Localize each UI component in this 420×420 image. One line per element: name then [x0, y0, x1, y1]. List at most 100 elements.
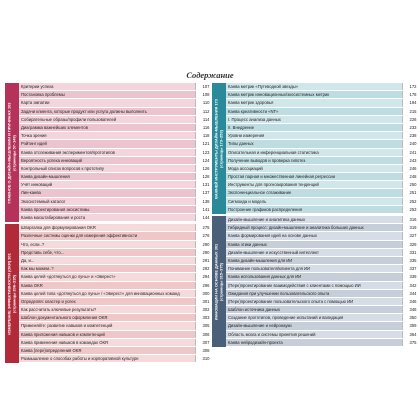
toc-entry-title: Канва целей типа «дотянуться до луны» / … [19, 289, 195, 297]
toc-entry[interactable]: Как рассчитать ключевые результаты? 302 [19, 306, 211, 315]
toc-entry-title: Канва метрик инновационных/экосистемных … [226, 91, 402, 99]
toc-entry-title: Канва масштабирования и роста [19, 214, 195, 222]
toc-entry[interactable]: Канва использования данных для ИИ 339 [226, 273, 418, 282]
toc-entry[interactable]: Канва масштабирования и роста 144 [19, 214, 211, 223]
toc-entry-title: Типы данных [226, 140, 402, 148]
toc-entry[interactable]: Определяя: кластер и успех 301 [19, 297, 211, 307]
toc-entry[interactable]: Канва дизайн-мышления для ИИ 335 [226, 256, 418, 266]
toc-entry[interactable]: Лин-канва 137 [19, 189, 211, 198]
toc-entry[interactable]: Канва метрик инновационных/экосистемных … [226, 91, 418, 100]
toc-entry[interactable]: Построение графиков распределения 253 [226, 205, 418, 214]
toc-entry[interactable]: Мода ассоциаций 246 [226, 164, 418, 174]
toc-entry[interactable]: Диаграмма важнейших элементов 116 [19, 123, 211, 133]
left-column: ГЛАВНОЕ О ДИЗАЙН-МЫШЛЕНИИ И ПРИЧИНАХ 103… [5, 83, 211, 364]
toc-entry-title: Задачи клиента, которые продукт или услу… [19, 107, 195, 115]
toc-entry-title: Шпаргалка для формулирования OKR [19, 224, 195, 232]
toc-entry[interactable]: Описательная и инференциальная статистик… [226, 148, 418, 157]
toc-entry[interactable]: Канва отслеживания экспериментов/прототи… [19, 148, 211, 157]
toc-entry-page: 238 [401, 132, 418, 140]
toc-entry[interactable]: I. Процесс анализа данных 226 [226, 115, 418, 124]
toc-entry[interactable]: Канва OKR 296 [19, 281, 211, 290]
toc-entry-page: 344 [401, 289, 418, 297]
toc-entry-page: 335 [401, 256, 418, 265]
toc-entry[interactable]: Размышление о способах работы и корпорат… [19, 355, 211, 364]
section-band-label: ИННОВАЦИИ НА ОСНОВЕ ДАННЫХ 301 (страницы … [213, 243, 223, 319]
toc-entry[interactable]: Задачи клиента, которые продукт или услу… [19, 107, 211, 116]
toc-entry-page: 246 [401, 164, 418, 173]
toc-entry[interactable]: Канва применения навыков в командах OKR 3… [19, 338, 211, 347]
toc-entry[interactable]: Вероятность успеха инноваций 124 [19, 156, 211, 165]
toc-entry-title: Дизайн-мышление и нейронауки [226, 322, 402, 330]
toc-entry-title: (Пере)проектирование пользовательского о… [226, 297, 402, 306]
toc-entry[interactable]: Канва креативности «NT» 215 [226, 107, 418, 116]
toc-entry[interactable]: Понимание пользователя/клиента для ИИ 337 [226, 265, 418, 274]
toc-entry[interactable]: Канва (пере)определения OKR 308 [19, 347, 211, 356]
toc-entry[interactable]: Дизайн-мышление и искусственный интеллек… [226, 248, 418, 257]
toc-entry[interactable]: Канва формирования идей на основе данных… [226, 232, 418, 241]
toc-entry[interactable]: Шпаргалка для формулирования OKR 275 [19, 224, 211, 233]
toc-entry[interactable]: Дизайн-мышление и нейронауки 359 [226, 322, 418, 331]
toc-entry[interactable]: Канва метрик здоровья 194 [226, 99, 418, 108]
toc-entry[interactable]: Экосистемный каталог 138 [19, 197, 211, 206]
toc-entry[interactable]: Постановка проблемы 108 [19, 91, 211, 100]
toc-entry[interactable]: (Пере)проектирование пользовательского о… [226, 297, 418, 307]
toc-entry[interactable]: Применяйте: развитие навыков и компетенц… [19, 322, 211, 331]
toc-entry[interactable]: Получение выводов и проверка гипотез 243 [226, 156, 418, 165]
toc-entry[interactable]: Собирательные образы/профили пользовател… [19, 115, 211, 124]
toc-entry-title: Канва проектирования экосистемы [19, 205, 195, 213]
toc-entry-title: Канва применения навыков в командах OKR [19, 338, 195, 346]
toc-entry-page: 364 [401, 330, 418, 338]
toc-entry-title: Канва креативности «NT» [226, 107, 402, 115]
toc-entry[interactable]: Типы данных 240 [226, 140, 418, 149]
toc-entry[interactable]: (Пере)проектирование взаимодействия с кл… [226, 281, 418, 290]
toc-entry-page: 124 [194, 156, 211, 164]
toc-entry[interactable]: Точка зрения 118 [19, 132, 211, 141]
toc-entry-page: 300 [194, 289, 211, 297]
toc-entry-page: 114 [194, 115, 211, 123]
toc-entry[interactable]: Что, если..? 290 [19, 240, 211, 249]
toc-rows: Канва метрик «Путеводной звезды» 172 Канва… [226, 83, 418, 214]
toc-entry[interactable]: Критерии успеха 107 [19, 83, 211, 92]
toc-entry-page: 329 [401, 240, 418, 248]
toc-entry[interactable]: Различные системы оценки для измерения э… [19, 232, 211, 241]
toc-entry[interactable]: Да, и... 291 [19, 256, 211, 266]
toc-entry[interactable]: Инструменты для прогнозирования тенденци… [226, 181, 418, 190]
toc-entry[interactable]: Шаблон источника данных 348 [226, 306, 418, 315]
toc-entry[interactable]: Простая парная и множественная линейная … [226, 173, 418, 182]
toc-entry[interactable]: Канва приложения навыков и компетенций 30… [19, 330, 211, 339]
toc-entry[interactable]: Сигмоида и модель 252 [226, 197, 418, 206]
toc-entry-title: Контрольный список вопросов к прототипу [19, 164, 195, 173]
toc-entry[interactable]: Канва метрик «Путеводной звезды» 172 [226, 83, 418, 92]
toc-entry-page: 131 [194, 181, 211, 189]
toc-entry[interactable]: Дизайн-мышление и аналитика данных 316 [226, 216, 418, 225]
toc-entry[interactable]: Создание прототипов, проведение испытани… [226, 314, 418, 323]
toc-entry[interactable]: Гибридный процесс: дизайн-мышление и ана… [226, 224, 418, 233]
toc-entry[interactable]: Экспоненциальное сглаживание 251 [226, 189, 418, 198]
toc-entry-title: Да, и... [19, 256, 195, 265]
toc-entry[interactable]: Шаблон документального оформления OKR 303 [19, 314, 211, 323]
toc-entry[interactable]: Канва дизайн-мышления 128 [19, 173, 211, 182]
toc-entry[interactable]: Учёт инноваций 131 [19, 181, 211, 190]
toc-entry[interactable]: Контрольный список вопросов к прототипу 1… [19, 164, 211, 174]
toc-entry[interactable]: Канва целей «дотянуться до луны» и «Эвер… [19, 273, 211, 282]
toc-rows: Критерии успеха 107 Постановка проблемы 108… [19, 83, 211, 223]
toc-entry[interactable]: Канва нейродизайн-проекта 375 [226, 338, 418, 347]
toc-entry[interactable]: Канва этики данных 329 [226, 240, 418, 249]
toc-entry-page: 303 [194, 314, 211, 322]
toc-entry-page: 144 [194, 214, 211, 222]
toc-entry[interactable]: Область мозга и системы принятия решений… [226, 330, 418, 339]
toc-entry[interactable]: Канва проектирования экосистемы 141 [19, 205, 211, 214]
toc-entry-page: 290 [194, 240, 211, 248]
toc-entry[interactable]: Уровни измерения 238 [226, 132, 418, 141]
toc-entry[interactable]: Представь себе, что... 290 [19, 248, 211, 257]
toc-entry[interactable]: Карта эмпатии 110 [19, 99, 211, 108]
toc-entry-page: 337 [401, 265, 418, 273]
toc-entry[interactable]: II. Внедрение 233 [226, 123, 418, 133]
toc-entry[interactable]: Рэйтинг идей 121 [19, 140, 211, 149]
toc-entry[interactable]: Канва целей типа «дотянуться до луны» / … [19, 289, 211, 298]
toc-entry-title: Канва OKR [19, 281, 195, 289]
toc-entry-page: 346 [401, 297, 418, 306]
toc-entry[interactable]: Как мы можем..? 292 [19, 265, 211, 274]
toc-entry[interactable]: Ожидания при улучшении пользовательского… [226, 289, 418, 298]
toc-entry-page: 137 [194, 189, 211, 197]
